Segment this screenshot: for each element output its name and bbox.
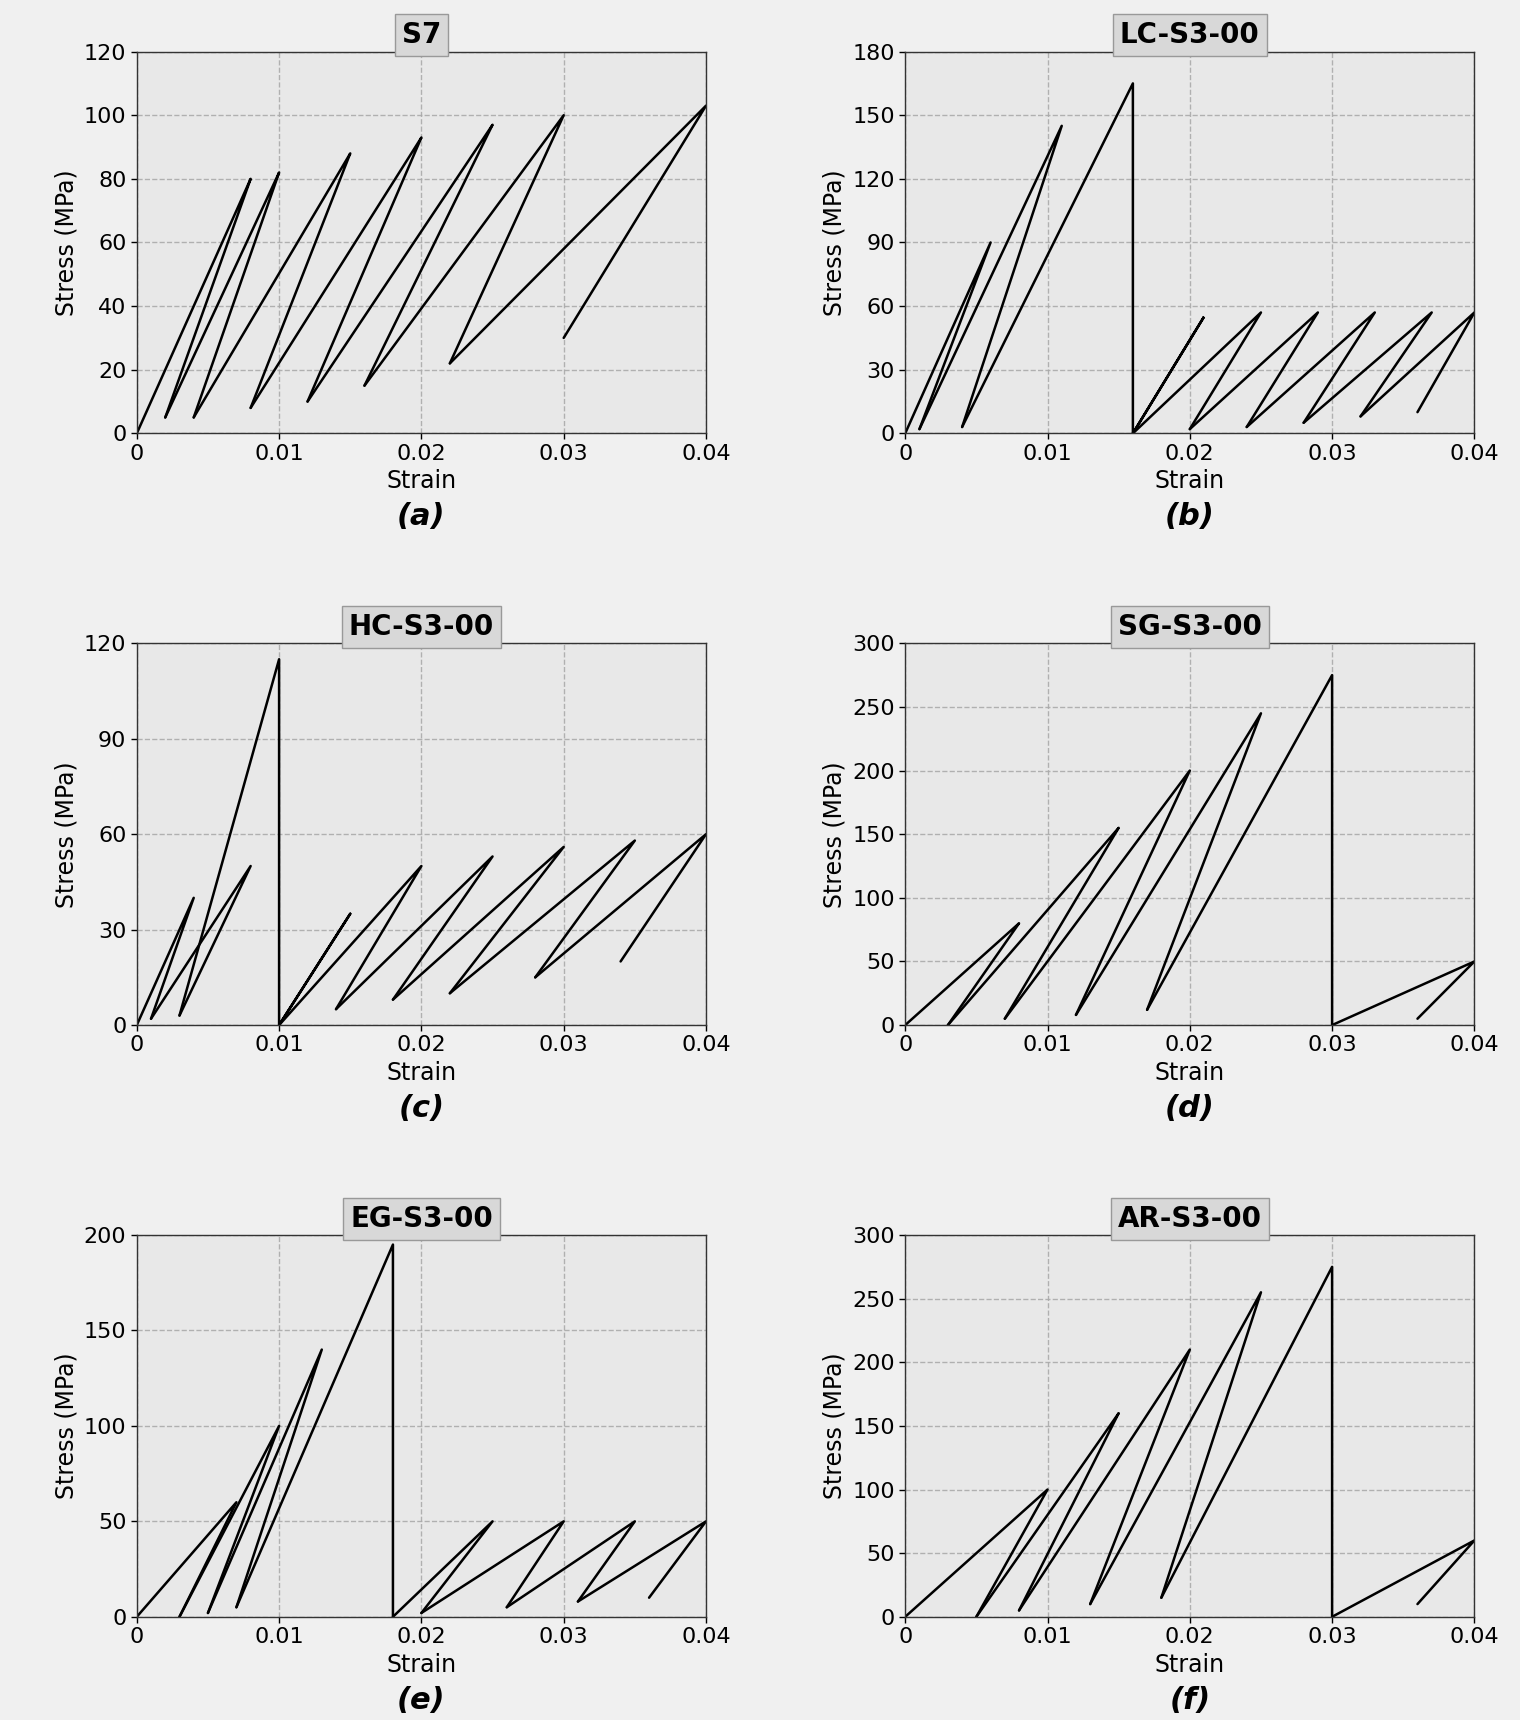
Y-axis label: Stress (MPa): Stress (MPa): [55, 1352, 78, 1500]
Text: (a): (a): [397, 502, 445, 531]
Y-axis label: Stress (MPa): Stress (MPa): [822, 169, 847, 316]
X-axis label: Strain: Strain: [1155, 1653, 1225, 1677]
Text: (f): (f): [1169, 1686, 1210, 1715]
Text: (c): (c): [398, 1094, 444, 1123]
X-axis label: Strain: Strain: [386, 1061, 456, 1085]
Title: AR-S3-00: AR-S3-00: [1117, 1204, 1262, 1233]
Y-axis label: Stress (MPa): Stress (MPa): [55, 760, 79, 908]
Title: LC-S3-00: LC-S3-00: [1120, 21, 1260, 50]
Title: EG-S3-00: EG-S3-00: [350, 1204, 492, 1233]
Text: (b): (b): [1164, 502, 1214, 531]
Y-axis label: Stress (MPa): Stress (MPa): [822, 1352, 847, 1500]
Y-axis label: Stress (MPa): Stress (MPa): [822, 760, 847, 908]
Title: SG-S3-00: SG-S3-00: [1117, 612, 1262, 642]
Title: HC-S3-00: HC-S3-00: [348, 612, 494, 642]
Text: (e): (e): [397, 1686, 445, 1715]
Text: (d): (d): [1164, 1094, 1214, 1123]
X-axis label: Strain: Strain: [386, 470, 456, 494]
X-axis label: Strain: Strain: [1155, 1061, 1225, 1085]
Title: S7: S7: [401, 21, 441, 50]
X-axis label: Strain: Strain: [386, 1653, 456, 1677]
Y-axis label: Stress (MPa): Stress (MPa): [55, 169, 78, 316]
X-axis label: Strain: Strain: [1155, 470, 1225, 494]
